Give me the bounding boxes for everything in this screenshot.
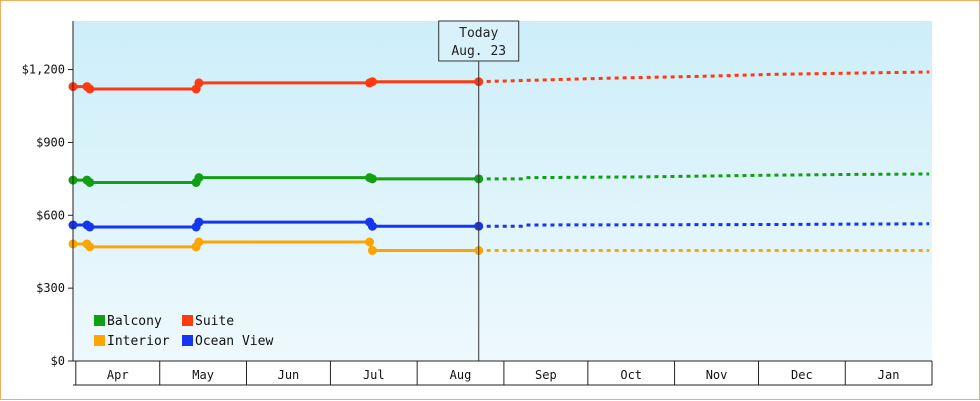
data-point	[194, 78, 204, 88]
data-point	[85, 242, 95, 252]
x-tick-label: Dec	[791, 368, 813, 382]
legend-swatch	[94, 335, 105, 346]
x-tick-label: Jan	[878, 368, 900, 382]
legend-swatch	[94, 315, 105, 326]
data-point	[367, 246, 377, 255]
series-line-forecast	[478, 172, 930, 181]
legend: Balcony Suite Interior Ocean View	[94, 314, 273, 349]
y-tick-label: $0	[51, 354, 65, 368]
data-point	[194, 237, 204, 247]
x-tick-label: Jun	[278, 368, 300, 382]
x-tick-label: Oct	[620, 368, 642, 382]
legend-swatch	[182, 335, 193, 346]
y-tick-label: $600	[36, 208, 65, 222]
data-point	[367, 174, 377, 184]
y-axis-ticks: $0 $300 $600 $900 $1,200	[22, 63, 73, 368]
today-marker: Today Aug. 23	[438, 20, 520, 361]
x-tick-label: Apr	[107, 368, 129, 382]
today-date-label: Aug. 23	[451, 44, 506, 59]
data-point	[85, 84, 95, 94]
plot-background	[73, 21, 932, 361]
legend-label: Suite	[195, 314, 234, 329]
series-layer	[68, 70, 930, 255]
x-tick-label: May	[192, 368, 214, 382]
data-point	[365, 237, 375, 247]
today-label: Today	[459, 26, 498, 41]
x-axis-ticks: Apr May Jun Jul Aug Sep Oct Nov Dec Jan	[75, 361, 933, 385]
legend-label: Ocean View	[195, 334, 273, 349]
data-point	[85, 222, 95, 232]
y-tick-label: $300	[36, 281, 65, 295]
legend-label: Balcony	[107, 314, 162, 329]
x-tick-label: Sep	[535, 368, 557, 382]
today-callout-box	[438, 20, 520, 62]
data-point	[367, 221, 377, 231]
data-point	[194, 217, 204, 227]
legend-label: Interior	[107, 334, 170, 349]
y-tick-label: $1,200	[22, 63, 65, 77]
y-tick-label: $900	[36, 135, 65, 149]
legend-swatch	[182, 315, 193, 326]
x-tick-label: Jul	[363, 368, 385, 382]
data-point	[85, 178, 95, 187]
x-tick-label: Aug	[450, 368, 472, 382]
series-line-forecast	[478, 222, 930, 228]
x-tick-label: Nov	[706, 368, 728, 382]
data-point	[194, 173, 204, 183]
data-point	[367, 77, 377, 87]
